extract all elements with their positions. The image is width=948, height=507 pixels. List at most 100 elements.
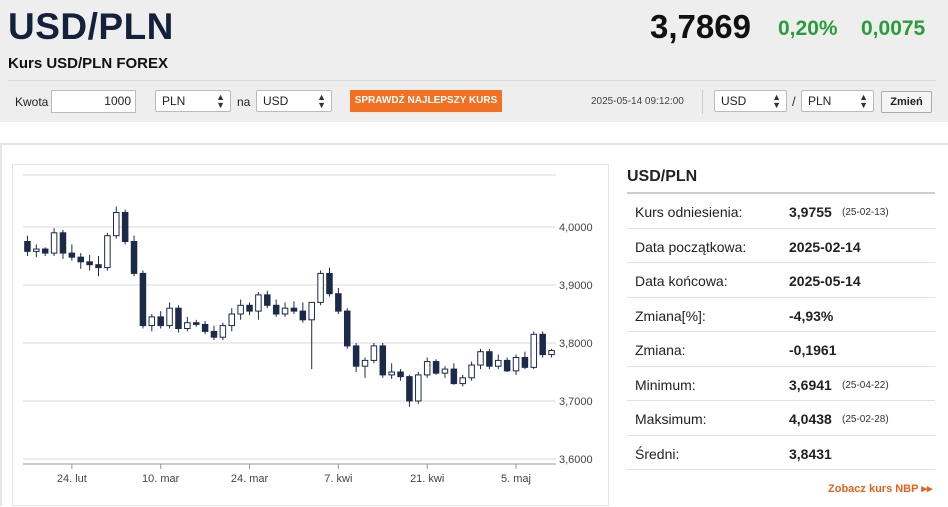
candle-body[interactable] bbox=[24, 241, 31, 252]
candle-body[interactable] bbox=[441, 368, 449, 374]
info-row-label: Zmiana[%]: bbox=[635, 307, 706, 324]
info-row-date: (25-04-22) bbox=[842, 379, 889, 391]
pair-title: USD/PLN bbox=[8, 6, 174, 47]
change-absolute: 0,0075 bbox=[861, 17, 926, 40]
candle-body[interactable] bbox=[228, 313, 236, 327]
x-tick-label: 21. kwi bbox=[410, 473, 444, 485]
candle-body[interactable] bbox=[210, 330, 218, 338]
candle-body[interactable] bbox=[477, 351, 484, 366]
candle-body[interactable] bbox=[290, 307, 298, 312]
candle-body[interactable] bbox=[512, 357, 520, 372]
candle-body[interactable] bbox=[432, 361, 440, 374]
info-row-label: Zmiana: bbox=[635, 342, 686, 358]
candle-body[interactable] bbox=[521, 357, 529, 368]
info-row-date: (25-02-13) bbox=[842, 207, 889, 218]
info-row: Zmiana: -0,1961 bbox=[627, 332, 935, 367]
candle-body[interactable] bbox=[184, 322, 191, 329]
candle-body[interactable] bbox=[450, 368, 458, 385]
candle-body[interactable] bbox=[33, 248, 40, 252]
candle-body[interactable] bbox=[326, 272, 333, 295]
candle-body[interactable] bbox=[423, 361, 431, 376]
select-arrows-icon: ▲ ▼ bbox=[772, 92, 781, 110]
quote-datetime: 2025-05-14 09:12:00 bbox=[591, 96, 684, 107]
info-row: Maksimum: 4,0438 (25-02-28) bbox=[627, 401, 935, 436]
info-title-rule bbox=[627, 192, 935, 194]
candle-body[interactable] bbox=[104, 235, 111, 269]
info-panel: USD/PLN Kurs odniesienia: 3,9755 (25-02-13… bbox=[627, 164, 935, 470]
from-currency-select[interactable]: PLN ▲ ▼ bbox=[155, 90, 231, 112]
candle-body[interactable] bbox=[130, 241, 138, 274]
candle-body[interactable] bbox=[166, 307, 173, 327]
candle-body[interactable] bbox=[201, 323, 209, 332]
candle-body[interactable] bbox=[299, 310, 307, 321]
candle-body[interactable] bbox=[317, 272, 324, 303]
candle-body[interactable] bbox=[415, 374, 422, 402]
candle-body[interactable] bbox=[50, 232, 58, 254]
candle-body[interactable] bbox=[77, 256, 84, 263]
candle-body[interactable] bbox=[219, 325, 227, 338]
candle-body[interactable] bbox=[255, 294, 262, 312]
candle-body[interactable] bbox=[264, 294, 271, 306]
candle-body[interactable] bbox=[41, 248, 49, 254]
candle-body[interactable] bbox=[335, 293, 342, 312]
y-tick-label: 3,7000 bbox=[559, 396, 593, 408]
candle-body[interactable] bbox=[503, 359, 511, 372]
candle-body[interactable] bbox=[486, 351, 493, 367]
base-currency-select[interactable]: USD ▲ ▼ bbox=[714, 90, 787, 112]
candle-body[interactable] bbox=[68, 252, 76, 258]
candle-body[interactable] bbox=[139, 272, 147, 327]
info-rows: Kurs odniesienia: 3,9755 (25-02-13) Data po… bbox=[627, 194, 935, 470]
candle-body[interactable] bbox=[192, 322, 200, 325]
candle-body[interactable] bbox=[530, 333, 538, 368]
candle-body[interactable] bbox=[548, 350, 555, 356]
candle-body[interactable] bbox=[246, 304, 253, 312]
best-rate-button[interactable]: SPRAWDŹ NAJLEPSZY KURS bbox=[350, 90, 502, 112]
quote-currency-select[interactable]: PLN ▲ ▼ bbox=[801, 90, 874, 112]
candle-body[interactable] bbox=[406, 376, 413, 402]
candle-body[interactable] bbox=[272, 304, 280, 315]
vertical-divider bbox=[702, 90, 703, 114]
candle-body[interactable] bbox=[121, 212, 129, 242]
candle-body[interactable] bbox=[459, 377, 466, 385]
amount-input[interactable]: 1000 bbox=[51, 90, 136, 113]
candle-body[interactable] bbox=[379, 345, 387, 376]
to-currency-select[interactable]: USD ▲ ▼ bbox=[256, 90, 332, 112]
candle-body[interactable] bbox=[175, 307, 182, 329]
to-currency-value: USD bbox=[263, 94, 289, 108]
y-tick-label: 3,8000 bbox=[559, 338, 593, 350]
candle-body[interactable] bbox=[157, 316, 164, 327]
y-tick-label: 3,6000 bbox=[559, 454, 593, 466]
candle-body[interactable] bbox=[343, 310, 351, 347]
candle-body[interactable] bbox=[113, 212, 120, 237]
info-row-label: Data końcowa: bbox=[635, 273, 728, 289]
candlestick-chart[interactable]: 4,0000 3,9000 3,8000 3,7000 3,6000 24. lut 10.… bbox=[12, 164, 609, 506]
candle-body[interactable] bbox=[281, 307, 289, 315]
candle-body[interactable] bbox=[388, 371, 395, 376]
change-pair-button[interactable]: Zmień bbox=[881, 91, 932, 113]
candle-body[interactable] bbox=[370, 345, 378, 361]
info-row-label: Data początkowa: bbox=[635, 238, 747, 255]
candle-body[interactable] bbox=[86, 261, 93, 266]
candle-body[interactable] bbox=[495, 359, 502, 367]
candle-body[interactable] bbox=[308, 301, 315, 321]
candle-body[interactable] bbox=[539, 333, 546, 356]
page-subtitle: Kurs USD/PLN FOREX bbox=[8, 55, 169, 72]
candle-body[interactable] bbox=[468, 364, 475, 379]
content-panel bbox=[0, 143, 948, 506]
candle-body[interactable] bbox=[397, 371, 404, 378]
candle-body[interactable] bbox=[361, 359, 369, 367]
candle-body[interactable] bbox=[148, 316, 156, 327]
x-tick-label: 24. lut bbox=[57, 473, 87, 485]
nbp-rate-link[interactable]: Zobacz kurs NBP ▸▸ bbox=[828, 483, 933, 495]
x-tick-label: 5. maj bbox=[501, 473, 531, 485]
quote-currency-value: PLN bbox=[808, 94, 832, 108]
header-divider bbox=[8, 80, 936, 81]
info-row-label: Maksimum: bbox=[635, 411, 707, 427]
candle-body[interactable] bbox=[352, 345, 360, 367]
y-tick-label: 4,0000 bbox=[559, 222, 593, 234]
candle-body[interactable] bbox=[59, 232, 67, 254]
x-tick-label: 10. mar bbox=[142, 473, 180, 485]
candle-body[interactable] bbox=[237, 304, 244, 315]
candle-body[interactable] bbox=[95, 264, 102, 269]
select-arrows-icon: ▲ ▼ bbox=[859, 92, 868, 110]
